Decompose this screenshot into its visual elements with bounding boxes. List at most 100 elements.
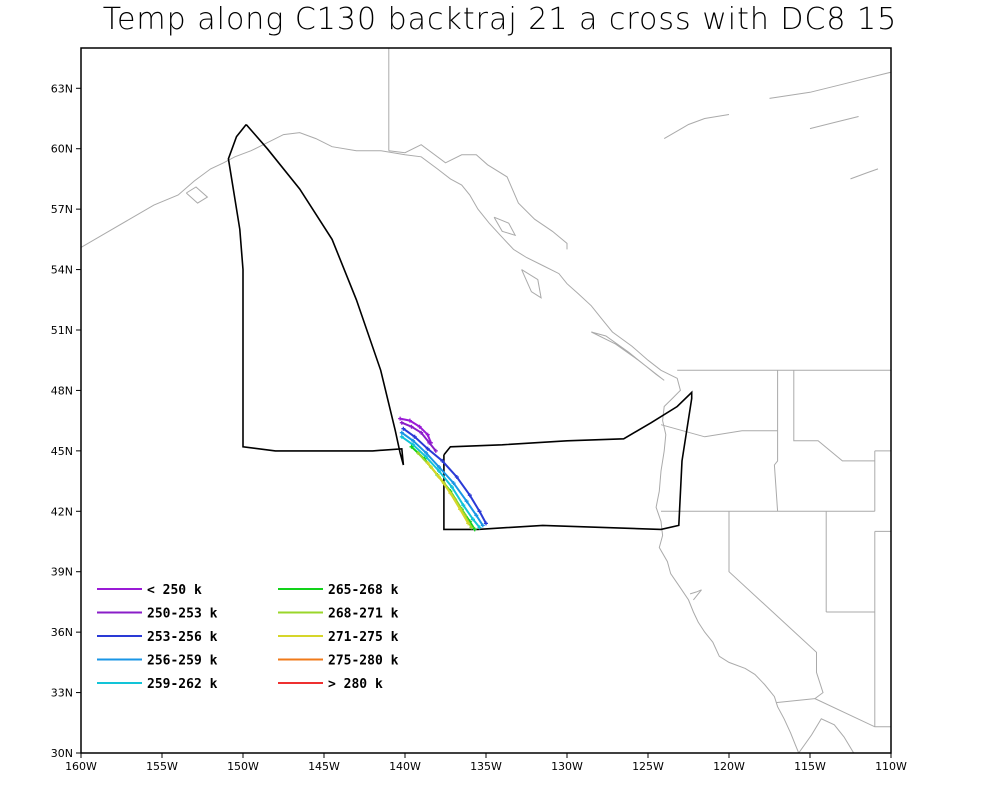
- trajectory-line: [426, 462, 470, 524]
- trajectory-marker: [437, 475, 441, 479]
- legend-label: < 250 k: [147, 583, 202, 598]
- trajectory-marker: [451, 481, 456, 486]
- trajectory-marker: [474, 513, 479, 518]
- legend-label: 275-280 k: [328, 654, 399, 669]
- legend-label: 271-275 k: [328, 630, 399, 645]
- political-border: [728, 511, 891, 728]
- x-tick-label: 155W: [146, 760, 178, 773]
- y-tick-label: 30N: [51, 747, 73, 760]
- trajectory-marker: [450, 485, 454, 490]
- trajectory-line: [401, 435, 481, 529]
- trajectory-marker: [409, 444, 414, 449]
- trajectory-marker: [401, 426, 406, 431]
- flight-track-dc8: [443, 390, 693, 531]
- trajectory-line: [402, 427, 487, 524]
- plot-frame: [80, 47, 892, 754]
- coastline: [493, 216, 517, 237]
- legend-label: 250-253 k: [147, 607, 218, 622]
- trajectory-marker: [458, 507, 463, 512]
- y-tick-label: 39N: [51, 566, 73, 579]
- x-tick-label: 160W: [65, 760, 97, 773]
- political-border: [793, 370, 875, 462]
- y-tick-label: 54N: [51, 264, 73, 277]
- coastline: [850, 168, 879, 180]
- coastline: [521, 269, 542, 299]
- coastline: [798, 718, 855, 753]
- y-tick-label: 63N: [51, 82, 73, 95]
- trajectory-marker: [477, 509, 482, 514]
- x-tick-label: 125W: [632, 760, 664, 773]
- trajectory-marker: [399, 430, 404, 435]
- political-border: [773, 370, 779, 512]
- trajectory-marker: [412, 434, 417, 439]
- trajectory-marker: [477, 525, 482, 530]
- trajectory-marker: [411, 438, 416, 443]
- trajectory-marker: [448, 491, 453, 496]
- x-tick-label: 130W: [551, 760, 583, 773]
- trajectory-marker: [424, 450, 429, 455]
- x-tick-label: 110W: [875, 760, 907, 773]
- coastline: [591, 331, 665, 381]
- coastline: [769, 71, 891, 99]
- coastline: [663, 114, 730, 140]
- trajectory-marker: [419, 430, 424, 435]
- legend-label: 259-262 k: [147, 677, 218, 692]
- x-tick-label: 115W: [794, 760, 826, 773]
- trajectory-marker: [437, 469, 441, 473]
- coastline: [689, 589, 702, 601]
- trajectory-marker: [425, 432, 430, 437]
- y-axis: 30N 33N 36N 39N 42N 45N 48N 51N 54N 57N 60N 63N: [51, 82, 81, 760]
- x-axis: 160W 155W 150W 145W 140W 135W 130W 125W 120W 115W…: [65, 753, 907, 773]
- y-tick-label: 51N: [51, 324, 73, 337]
- legend: < 250 k 250-253 k 253-256 k 256-259 k 259-26…: [97, 583, 399, 692]
- political-border: [660, 424, 778, 438]
- x-tick-label: 140W: [389, 760, 421, 773]
- trajectory-marker: [437, 465, 441, 469]
- trajectory-marker: [399, 434, 404, 439]
- trajectory-marker: [409, 424, 414, 429]
- trajectory-layer: [398, 416, 488, 532]
- coastline: [809, 116, 859, 130]
- trajectory-marker: [417, 424, 422, 429]
- trajectory-marker: [425, 446, 430, 451]
- trajectory-marker: [484, 521, 488, 526]
- coastline: [81, 132, 800, 753]
- trajectory-marker: [467, 493, 472, 498]
- trajectory-marker: [440, 458, 445, 463]
- trajectory-marker: [454, 475, 459, 479]
- trajectory-marker: [407, 418, 412, 423]
- y-tick-label: 57N: [51, 203, 73, 216]
- trajectory-marker: [469, 525, 474, 530]
- trajectory-marker: [461, 503, 466, 508]
- trajectory-marker: [471, 517, 475, 522]
- legend-label: 268-271 k: [328, 607, 399, 622]
- trajectory-marker: [427, 440, 432, 445]
- trajectory-marker: [433, 448, 438, 453]
- trajectory-marker: [399, 420, 404, 425]
- legend-label: 253-256 k: [147, 630, 218, 645]
- y-tick-label: 48N: [51, 384, 73, 397]
- y-tick-label: 36N: [51, 626, 73, 639]
- coastline-layer: [81, 71, 891, 753]
- trajectory-marker: [416, 450, 420, 455]
- trajectory-line: [401, 431, 484, 526]
- political-border: [388, 144, 568, 250]
- x-tick-label: 145W: [308, 760, 340, 773]
- x-tick-label: 135W: [470, 760, 502, 773]
- y-tick-label: 42N: [51, 505, 73, 518]
- coastline: [185, 186, 209, 204]
- y-tick-label: 33N: [51, 687, 73, 700]
- trajectory-marker: [480, 523, 485, 528]
- legend-label: 265-268 k: [328, 583, 399, 598]
- y-tick-label: 45N: [51, 445, 73, 458]
- trajectory-marker: [472, 527, 477, 532]
- legend-label: > 280 k: [328, 677, 383, 692]
- border-layer: [388, 48, 891, 728]
- trajectory-marker: [425, 460, 430, 465]
- trajectory-marker: [464, 499, 469, 504]
- political-border: [775, 698, 815, 704]
- y-tick-label: 60N: [51, 143, 73, 156]
- trajectory-marker: [466, 521, 471, 526]
- trajectory-marker: [398, 416, 403, 421]
